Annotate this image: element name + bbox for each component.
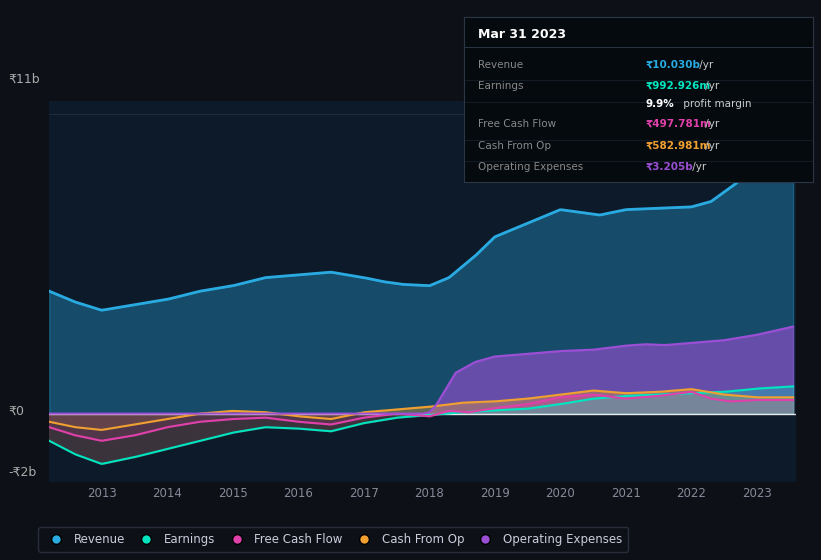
- Text: -₹2b: -₹2b: [8, 465, 36, 479]
- Text: /yr: /yr: [702, 119, 719, 129]
- Text: Earnings: Earnings: [478, 81, 523, 91]
- Text: 9.9%: 9.9%: [645, 99, 674, 109]
- Text: Free Cash Flow: Free Cash Flow: [478, 119, 556, 129]
- Text: ₹10.030b: ₹10.030b: [645, 60, 700, 69]
- Text: /yr: /yr: [690, 162, 707, 172]
- Text: ₹992.926m: ₹992.926m: [645, 81, 710, 91]
- Text: /yr: /yr: [702, 81, 719, 91]
- Text: Mar 31 2023: Mar 31 2023: [478, 29, 566, 41]
- Text: /yr: /yr: [695, 60, 713, 69]
- Text: Cash From Op: Cash From Op: [478, 141, 551, 151]
- Legend: Revenue, Earnings, Free Cash Flow, Cash From Op, Operating Expenses: Revenue, Earnings, Free Cash Flow, Cash …: [38, 527, 628, 552]
- Text: ₹0: ₹0: [8, 405, 24, 418]
- Text: profit margin: profit margin: [680, 99, 752, 109]
- Text: ₹3.205b: ₹3.205b: [645, 162, 693, 172]
- Text: ₹497.781m: ₹497.781m: [645, 119, 711, 129]
- Text: ₹11b: ₹11b: [8, 73, 39, 86]
- Text: /yr: /yr: [702, 141, 719, 151]
- Text: Revenue: Revenue: [478, 60, 523, 69]
- Text: Operating Expenses: Operating Expenses: [478, 162, 583, 172]
- Text: ₹582.981m: ₹582.981m: [645, 141, 711, 151]
